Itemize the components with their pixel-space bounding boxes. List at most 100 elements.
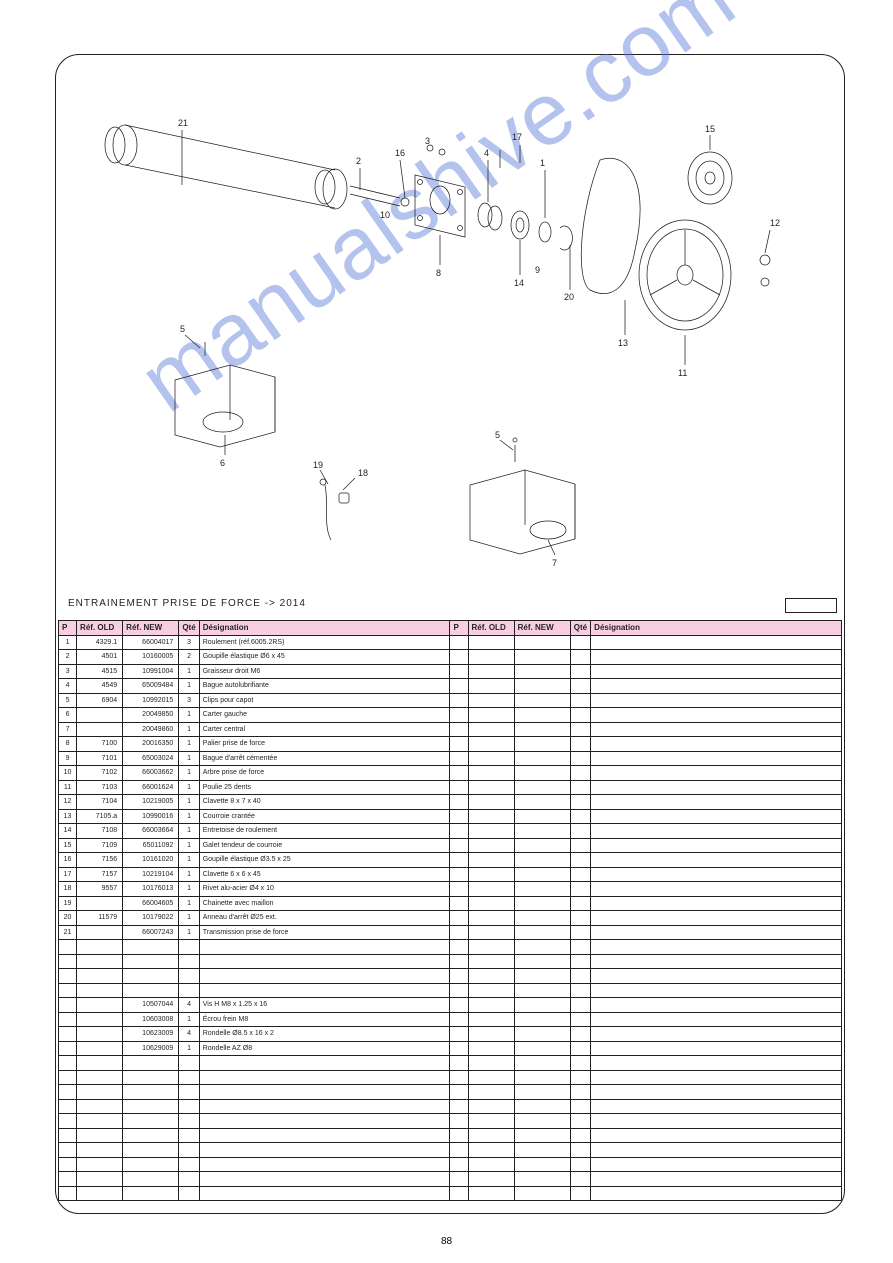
cell-q: [179, 940, 199, 955]
cell-des: [199, 1114, 450, 1129]
cell-p2: [450, 737, 468, 752]
cell-p: [59, 1027, 77, 1042]
exploded-diagram: 21 2 16 3 4 17 1 8 14 20 13 11 15 12 5 6…: [70, 90, 830, 580]
cell-new2: [514, 693, 570, 708]
table-row: [59, 969, 842, 984]
cell-q: 4: [179, 998, 199, 1013]
cell-new2: [514, 998, 570, 1013]
cell-des2: [591, 722, 842, 737]
cell-des2: [591, 708, 842, 723]
diagram-label-13: 13: [618, 338, 628, 348]
cell-new2: [514, 954, 570, 969]
table-row: 105070444Vis H M8 x 1.25 x 16: [59, 998, 842, 1013]
cell-p2: [450, 867, 468, 882]
cell-new2: [514, 1114, 570, 1129]
diagram-label-17: 17: [512, 132, 522, 142]
cell-q: 1: [179, 780, 199, 795]
cell-new: 10176013: [123, 882, 179, 897]
cell-des2: [591, 1070, 842, 1085]
cell-p: [59, 1186, 77, 1201]
cell-old2: [468, 664, 514, 679]
cell-new2: [514, 708, 570, 723]
cell-new2: [514, 1157, 570, 1172]
cell-new: 66001624: [123, 780, 179, 795]
table-row: [59, 940, 842, 955]
cell-p: 13: [59, 809, 77, 824]
title-box: [785, 598, 837, 613]
cell-new2: [514, 1041, 570, 1056]
cell-p: 16: [59, 853, 77, 868]
cell-p: [59, 1157, 77, 1172]
cell-p: [59, 1085, 77, 1100]
cell-des2: [591, 925, 842, 940]
cell-old2: [468, 1041, 514, 1056]
cell-p2: [450, 809, 468, 824]
cell-des: Bague d'arrêt cémentée: [199, 751, 450, 766]
diagram-label-18: 18: [358, 468, 368, 478]
cell-new: 66004605: [123, 896, 179, 911]
diagram-label-21: 21: [178, 118, 188, 128]
cell-q: 1: [179, 664, 199, 679]
cell-p2: [450, 838, 468, 853]
cell-old2: [468, 1070, 514, 1085]
cell-q: [179, 983, 199, 998]
cell-old: [77, 708, 123, 723]
cell-old: 7102: [77, 766, 123, 781]
cell-old: 7156: [77, 853, 123, 868]
cell-des: [199, 1157, 450, 1172]
cell-new2: [514, 809, 570, 824]
table-row: 19660046051Chainette avec maillon: [59, 896, 842, 911]
cell-des2: [591, 867, 842, 882]
cell-q2: [570, 838, 590, 853]
cell-new: [123, 1128, 179, 1143]
cell-new: 66004017: [123, 635, 179, 650]
cell-des2: [591, 664, 842, 679]
cell-q2: [570, 867, 590, 882]
cell-p2: [450, 998, 468, 1013]
diagram-label-14: 14: [514, 278, 524, 288]
cell-des: Poulie 25 dents: [199, 780, 450, 795]
diagram-label-15: 15: [705, 124, 715, 134]
cell-old: [77, 1157, 123, 1172]
cell-p2: [450, 940, 468, 955]
cell-q: 1: [179, 766, 199, 781]
table-row: 56904109920153Clips pour capot: [59, 693, 842, 708]
th-new: Réf. NEW: [123, 621, 179, 636]
cell-new2: [514, 766, 570, 781]
cell-des: [199, 1186, 450, 1201]
cell-new: 65011092: [123, 838, 179, 853]
table-row: 106230094Rondelle Ø8.5 x 16 x 2: [59, 1027, 842, 1042]
cell-old: 9557: [77, 882, 123, 897]
cell-p2: [450, 795, 468, 810]
cell-p: 5: [59, 693, 77, 708]
table-row: [59, 1056, 842, 1071]
cell-p: [59, 954, 77, 969]
cell-q2: [570, 824, 590, 839]
cell-p2: [450, 1070, 468, 1085]
cell-old2: [468, 795, 514, 810]
cell-des2: [591, 1114, 842, 1129]
cell-new: 10179022: [123, 911, 179, 926]
cell-old: [77, 896, 123, 911]
cell-des2: [591, 911, 842, 926]
cell-q: [179, 1128, 199, 1143]
cell-p2: [450, 722, 468, 737]
cell-old2: [468, 969, 514, 984]
cell-old2: [468, 1186, 514, 1201]
cell-des: Roulement (réf.6005.2RS): [199, 635, 450, 650]
cell-new2: [514, 882, 570, 897]
cell-old2: [468, 925, 514, 940]
cell-old2: [468, 679, 514, 694]
cell-des2: [591, 650, 842, 665]
cell-old: [77, 1143, 123, 1158]
cell-p: 19: [59, 896, 77, 911]
cell-old: [77, 1114, 123, 1129]
cell-des: Graisseur droit M6: [199, 664, 450, 679]
cell-q2: [570, 1128, 590, 1143]
cell-old: [77, 1186, 123, 1201]
cell-new: 65009484: [123, 679, 179, 694]
cell-p2: [450, 708, 468, 723]
cell-old: [77, 1041, 123, 1056]
cell-old: [77, 983, 123, 998]
cell-p2: [450, 1027, 468, 1042]
